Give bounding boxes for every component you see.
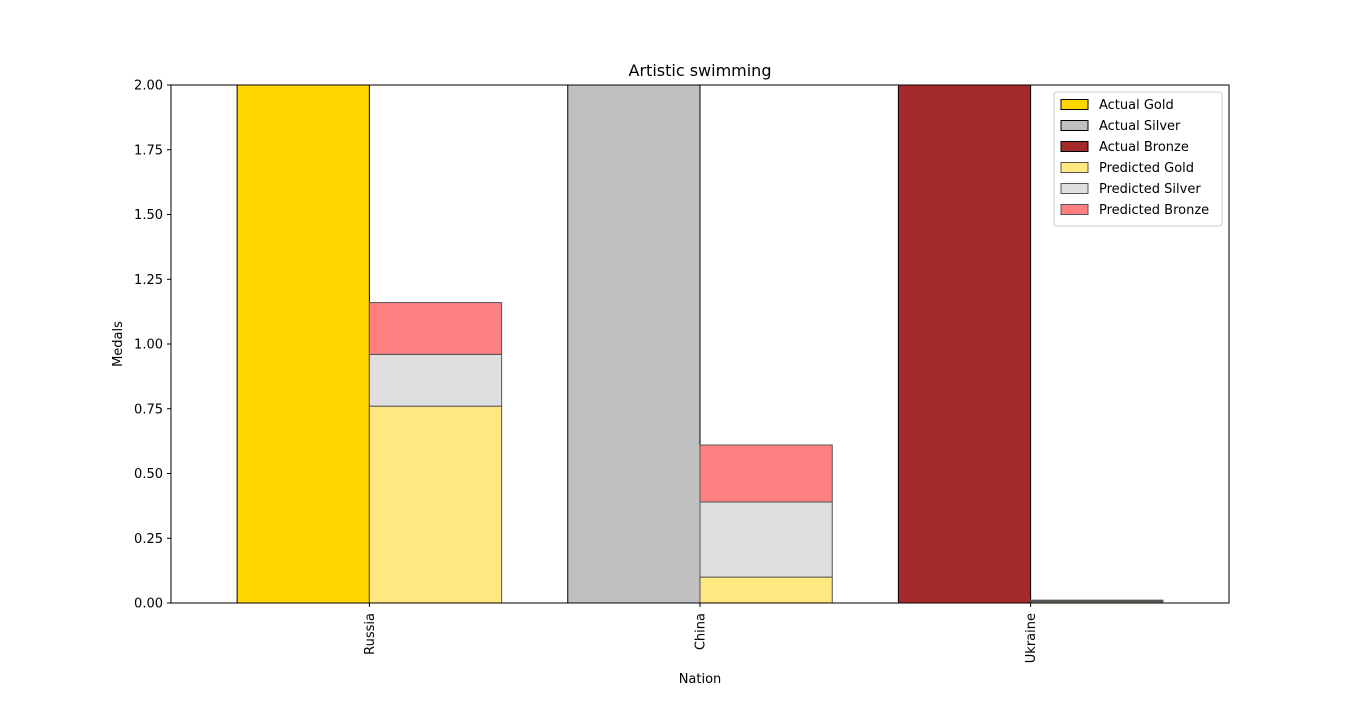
legend-label-predicted-bronze: Predicted Bronze: [1099, 203, 1209, 218]
legend-label-actual-bronze: Actual Bronze: [1099, 140, 1189, 155]
bar-predicted-gold-china: [699, 576, 833, 604]
legend-swatch-actual-silver: [1060, 120, 1089, 131]
legend-swatch-actual-bronze: [1060, 141, 1089, 152]
x-tick-label-china: China: [694, 613, 709, 650]
legend-swatch-predicted-gold: [1060, 162, 1089, 173]
y-tick-label: 0.25: [134, 532, 163, 547]
legend: Actual Gold Actual Silver Actual Bronze Pre…: [1053, 91, 1223, 227]
x-tick-label-russia: Russia: [363, 613, 378, 655]
legend-swatch-actual-gold: [1060, 99, 1089, 110]
legend-swatch-predicted-silver: [1060, 183, 1089, 194]
y-tick-label: 0.00: [134, 597, 163, 612]
bar-predicted-bronze-china: [699, 444, 833, 503]
legend-label-actual-gold: Actual Gold: [1099, 98, 1174, 113]
bar-actual-bronze-ukraine: [897, 84, 1032, 604]
y-axis-label: Medals: [111, 321, 126, 367]
bar-actual-silver-china: [567, 84, 701, 604]
legend-label-predicted-silver: Predicted Silver: [1099, 182, 1201, 197]
y-tick-label: 0.75: [134, 402, 163, 417]
y-tick-label: 1.25: [134, 273, 163, 288]
legend-box: [1053, 91, 1223, 227]
legend-swatch-predicted-bronze: [1060, 204, 1089, 215]
bar-predicted-silver-russia: [368, 353, 503, 407]
x-axis-label: Nation: [679, 672, 722, 687]
x-tick-label-ukraine: Ukraine: [1024, 613, 1039, 663]
y-tick-label: 2.00: [134, 79, 163, 94]
legend-label-predicted-gold: Predicted Gold: [1099, 161, 1194, 176]
bar-actual-gold-russia: [236, 84, 370, 604]
y-tick-label: 1.50: [134, 208, 163, 223]
bar-predicted-gold-russia: [368, 405, 503, 604]
bar-predicted-silver-china: [699, 501, 833, 578]
y-tick-label: 1.00: [134, 338, 163, 353]
bar-predicted-bronze-ukraine: [1030, 599, 1164, 602]
legend-label-actual-silver: Actual Silver: [1099, 119, 1181, 134]
y-tick-label: 1.75: [134, 143, 163, 158]
y-tick-label: 0.50: [134, 467, 163, 482]
chart-title: Artistic swimming: [629, 61, 772, 80]
bar-predicted-bronze-russia: [368, 302, 503, 355]
